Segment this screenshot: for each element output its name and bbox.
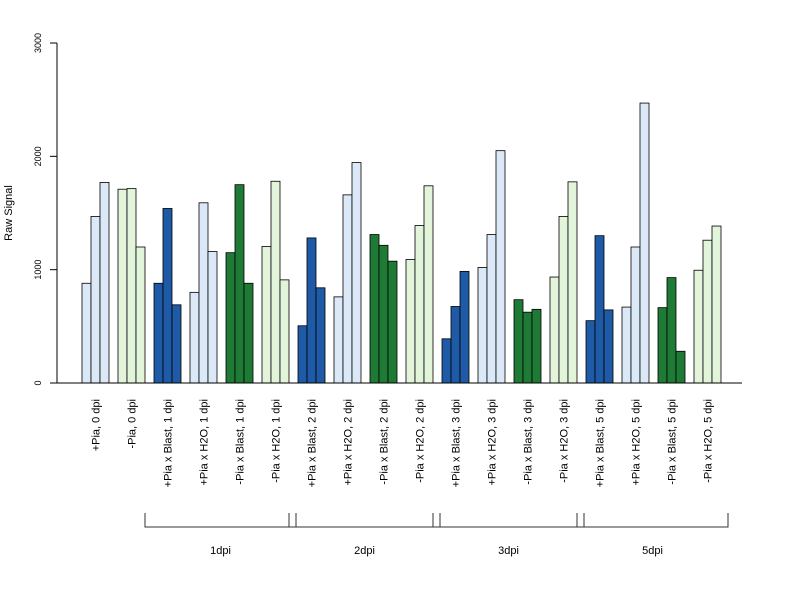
category-labels: +Pia, 0 dpi -Pia, 0 dpi +Pia x Blast, 1 dp… bbox=[91, 399, 715, 487]
x-tick-label: +Pia, 0 dpi bbox=[91, 399, 103, 451]
bar bbox=[495, 150, 506, 384]
x-tick-label: +Pia x H2O, 3 dpi bbox=[487, 399, 499, 486]
bar bbox=[639, 102, 650, 384]
bar bbox=[243, 282, 254, 384]
bar bbox=[351, 162, 362, 384]
bar bbox=[630, 246, 641, 384]
bar bbox=[567, 181, 578, 384]
x-tick-label: -Pia x Blast, 3 dpi bbox=[523, 399, 535, 485]
bar bbox=[153, 282, 164, 384]
bar bbox=[117, 188, 128, 384]
bar bbox=[666, 277, 677, 384]
bar bbox=[297, 325, 308, 384]
bar bbox=[99, 181, 110, 384]
bar bbox=[387, 260, 398, 384]
bar bbox=[369, 234, 380, 384]
x-tick-label: +Pia x H2O, 5 dpi bbox=[631, 399, 643, 486]
bar bbox=[198, 202, 209, 384]
x-tick-label: +Pia x H2O, 1 dpi bbox=[199, 399, 211, 486]
bar bbox=[90, 215, 101, 384]
x-tick-label: +Pia x Blast, 1 dpi bbox=[163, 399, 175, 487]
bar bbox=[477, 266, 488, 384]
group-label: 3dpi bbox=[498, 545, 519, 557]
x-tick-label: +Pia x Blast, 2 dpi bbox=[307, 399, 319, 487]
bar bbox=[225, 252, 236, 384]
x-tick-label: -Pia x H2O, 3 dpi bbox=[559, 399, 571, 483]
bar bbox=[693, 269, 704, 384]
axes-layer: 0 1000 2000 3000 bbox=[33, 33, 742, 386]
group-bracket bbox=[576, 513, 729, 528]
bar bbox=[450, 306, 461, 384]
bar bbox=[657, 307, 668, 384]
bar bbox=[306, 237, 317, 384]
bar bbox=[279, 279, 290, 384]
y-tick-label: 1000 bbox=[33, 260, 43, 280]
bar bbox=[414, 225, 425, 384]
bar bbox=[315, 287, 326, 384]
bar bbox=[135, 246, 146, 384]
bar bbox=[621, 306, 632, 384]
group-label: 5dpi bbox=[642, 545, 663, 557]
bar bbox=[126, 188, 137, 384]
x-tick-label: -Pia x Blast, 1 dpi bbox=[235, 399, 247, 485]
group-bracket bbox=[432, 513, 585, 528]
x-tick-label: -Pia x H2O, 5 dpi bbox=[703, 399, 715, 483]
bar bbox=[261, 246, 272, 384]
bar bbox=[702, 239, 713, 384]
bar bbox=[549, 276, 560, 384]
bar bbox=[459, 270, 470, 384]
y-axis-title: Raw Signal bbox=[3, 185, 15, 241]
x-tick-label: -Pia x H2O, 1 dpi bbox=[271, 399, 283, 483]
bar bbox=[270, 180, 281, 384]
bar bbox=[513, 299, 524, 384]
x-tick-label: +Pia x Blast, 5 dpi bbox=[595, 399, 607, 487]
bar bbox=[81, 282, 92, 384]
bar bbox=[162, 208, 173, 384]
x-tick-label: +Pia x Blast, 3 dpi bbox=[451, 399, 463, 487]
group-label: 2dpi bbox=[354, 545, 375, 557]
bar bbox=[558, 215, 569, 384]
bar bbox=[585, 320, 596, 384]
x-tick-label: -Pia x Blast, 5 dpi bbox=[667, 399, 679, 485]
bar bbox=[675, 350, 686, 384]
bar bbox=[207, 251, 218, 384]
group-brackets: 1dpi 2dpi 3dpi 5dpi bbox=[144, 513, 729, 557]
bar bbox=[594, 235, 605, 384]
y-tick-label: 0 bbox=[33, 380, 43, 385]
bar bbox=[486, 234, 497, 384]
bar bbox=[378, 244, 389, 384]
bar bbox=[234, 184, 245, 384]
bars-layer bbox=[81, 102, 722, 384]
bar bbox=[333, 296, 344, 384]
bar bbox=[522, 311, 533, 384]
bar bbox=[423, 185, 434, 384]
group-bracket bbox=[288, 513, 441, 528]
bar bbox=[342, 194, 353, 384]
bar bbox=[603, 309, 614, 384]
bar bbox=[405, 259, 416, 384]
x-tick-label: +Pia x H2O, 2 dpi bbox=[343, 399, 355, 486]
bar bbox=[531, 308, 542, 384]
x-tick-label: -Pia x Blast, 2 dpi bbox=[379, 399, 391, 485]
y-tick-label: 2000 bbox=[33, 146, 43, 166]
bar bbox=[441, 338, 452, 384]
x-tick-label: -Pia, 0 dpi bbox=[127, 399, 139, 449]
x-tick-label: -Pia x H2O, 2 dpi bbox=[415, 399, 427, 483]
group-bracket bbox=[144, 513, 297, 528]
bar bbox=[711, 225, 722, 384]
y-tick-label: 3000 bbox=[33, 33, 43, 53]
group-label: 1dpi bbox=[210, 545, 231, 557]
bar bbox=[171, 304, 182, 384]
bar bbox=[189, 291, 200, 384]
